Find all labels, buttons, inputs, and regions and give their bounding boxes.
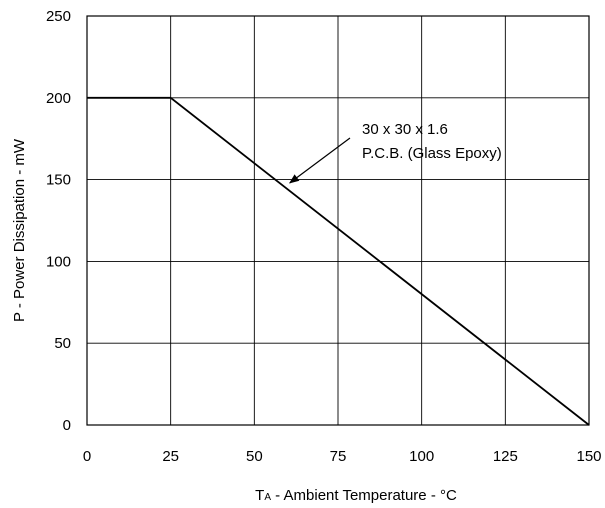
y-tick-label: 100 [46, 253, 71, 270]
x-tick-label: 150 [576, 448, 601, 465]
y-tick-label: 150 [46, 172, 71, 189]
x-tick-label: 0 [83, 448, 91, 465]
grid-lines [87, 16, 589, 425]
x-axis-ticks: 0 25 50 75 100 125 150 [83, 448, 602, 465]
y-axis-title: P - Power Dissipation - mW [11, 138, 28, 322]
annotation-arrow [288, 137, 351, 184]
y-tick-label: 0 [63, 417, 71, 434]
x-tick-label: 50 [246, 448, 263, 465]
x-tick-label: 125 [493, 448, 518, 465]
x-tick-label: 75 [330, 448, 347, 465]
x-axis-title-main: T [255, 487, 264, 504]
series-group [87, 96, 590, 426]
x-tick-label: 25 [162, 448, 179, 465]
pcb-annotation: 30 x 30 x 1.6 P.C.B. (Glass Epoxy) [288, 121, 502, 184]
y-tick-label: 200 [46, 90, 71, 107]
y-axis-ticks: 0 50 100 150 200 250 [46, 8, 71, 434]
plot-area-frame [86, 15, 590, 426]
annotation-line-1: 30 x 30 x 1.6 [362, 121, 448, 138]
annotation-line-2: P.C.B. (Glass Epoxy) [362, 145, 502, 162]
y-tick-label: 50 [54, 335, 71, 352]
y-tick-label: 250 [46, 8, 71, 25]
series-line [87, 96, 590, 426]
x-axis-title-rest: - Ambient Temperature - °C [271, 487, 457, 504]
x-tick-label: 100 [409, 448, 434, 465]
x-axis-title: TA - Ambient Temperature - °C [255, 487, 457, 504]
x-axis-title-subscript: A [264, 492, 271, 503]
